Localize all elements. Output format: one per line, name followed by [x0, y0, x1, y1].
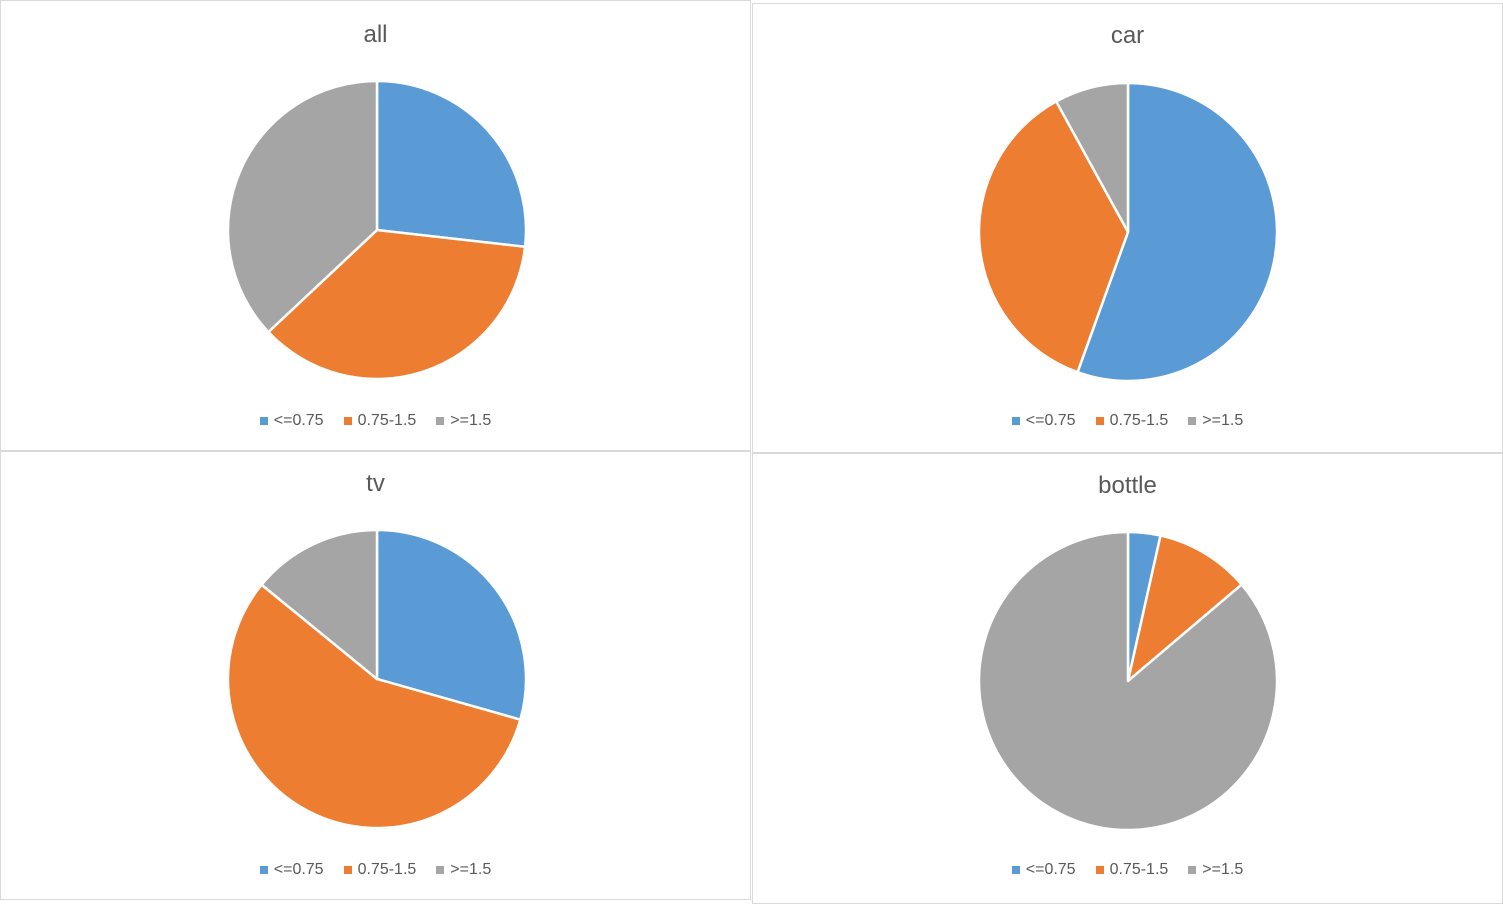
chart-panel-car: car <=0.75 0.75-1.5 >=1.5 [752, 3, 1503, 453]
legend-swatch-gray [436, 866, 445, 874]
legend-label: <=0.75 [273, 861, 324, 878]
legend-swatch-orange [343, 866, 352, 874]
chart-title: all [363, 21, 388, 48]
legend-swatch-blue [259, 866, 268, 874]
legend-swatch-gray [436, 417, 445, 425]
chart-panel-tv: tv <=0.75 0.75-1.5 >=1.5 [0, 451, 751, 900]
pie-slice-ge-1-5 [1054, 81, 1130, 234]
pie-slice-le-0-75 [375, 79, 528, 249]
pie-slice-le-0-75 [375, 528, 528, 721]
legend-swatch-gray [1188, 417, 1197, 425]
legend: <=0.75 0.75-1.5 >=1.5 [753, 412, 1502, 430]
pie-slice-ge-1-5 [977, 530, 1279, 832]
legend-label: 0.75-1.5 [357, 861, 417, 878]
legend-label: 0.75-1.5 [1109, 861, 1169, 878]
pie-chart-tv [226, 528, 528, 830]
legend-swatch-orange [1095, 866, 1104, 874]
pie-slice-0-75-1-5 [267, 228, 527, 381]
pie-chart-bottle [977, 530, 1279, 832]
legend: <=0.75 0.75-1.5 >=1.5 [1, 412, 750, 430]
legend-label: <=0.75 [273, 412, 324, 429]
legend-swatch-blue [259, 417, 268, 425]
legend-label: 0.75-1.5 [1109, 412, 1169, 429]
pie-slice-ge-1-5 [226, 79, 379, 334]
legend-item-ge-1-5: >=1.5 [436, 861, 491, 879]
legend-item-0-75-1-5: 0.75-1.5 [343, 861, 417, 879]
legend-swatch-orange [1095, 417, 1104, 425]
legend-swatch-orange [343, 417, 352, 425]
legend-item-ge-1-5: >=1.5 [436, 412, 491, 430]
legend-label: <=0.75 [1025, 412, 1076, 429]
legend-item-ge-1-5: >=1.5 [1188, 412, 1243, 430]
legend-item-0-75-1-5: 0.75-1.5 [343, 412, 417, 430]
pie-slice-le-0-75 [1076, 81, 1279, 383]
chart-title: bottle [1098, 472, 1157, 499]
pie-slice-0-75-1-5 [226, 583, 522, 830]
legend-swatch-blue [1011, 866, 1020, 874]
pie-chart-car [977, 81, 1279, 383]
legend-item-0-75-1-5: 0.75-1.5 [1095, 861, 1169, 879]
legend: <=0.75 0.75-1.5 >=1.5 [753, 861, 1502, 879]
pie-slice-0-75-1-5 [977, 100, 1130, 374]
pie-slice-ge-1-5 [260, 528, 379, 681]
legend-item-0-75-1-5: 0.75-1.5 [1095, 412, 1169, 430]
legend-item-le-0-75: <=0.75 [1011, 412, 1076, 430]
chart-panel-bottle: bottle <=0.75 0.75-1.5 >=1.5 [752, 453, 1503, 904]
legend-label: <=0.75 [1025, 861, 1076, 878]
chart-title: car [1110, 22, 1145, 49]
legend-swatch-blue [1011, 417, 1020, 425]
legend-label: 0.75-1.5 [357, 412, 417, 429]
chart-title: tv [366, 470, 385, 497]
legend-swatch-gray [1188, 866, 1197, 874]
legend-label: >=1.5 [450, 861, 492, 878]
pie-slice-0-75-1-5 [1126, 534, 1243, 683]
legend-item-le-0-75: <=0.75 [259, 861, 324, 879]
legend-item-le-0-75: <=0.75 [259, 412, 324, 430]
legend-item-le-0-75: <=0.75 [1011, 861, 1076, 879]
legend-label: >=1.5 [1202, 861, 1244, 878]
legend-label: >=1.5 [450, 412, 492, 429]
legend-label: >=1.5 [1202, 412, 1244, 429]
legend-item-ge-1-5: >=1.5 [1188, 861, 1243, 879]
legend: <=0.75 0.75-1.5 >=1.5 [1, 861, 750, 879]
chart-panel-all: all <=0.75 0.75-1.5 >=1.5 [0, 0, 751, 451]
pie-chart-all [226, 79, 528, 381]
